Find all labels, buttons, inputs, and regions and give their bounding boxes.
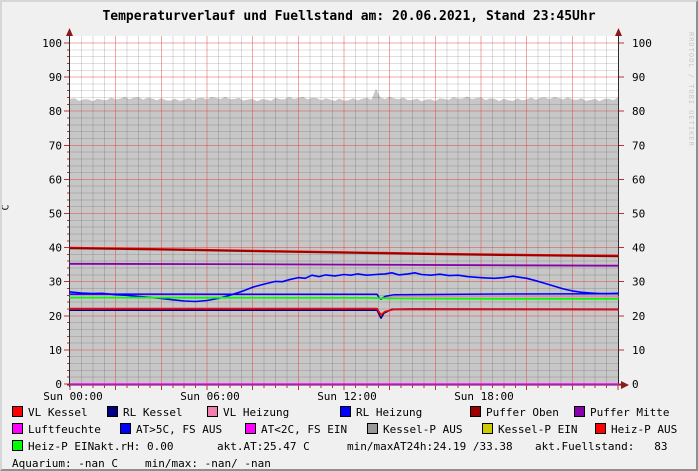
y-axis-label-left: 70: [49, 139, 62, 152]
series-at-5c-fs-aus: [69, 271, 619, 303]
axis-labels: 0 0 10 10 20 20 30 30 40 40 50 50 60 60 70 70 80 80 90 90 10…: [42, 37, 652, 403]
y-axis-label-left: 20: [49, 310, 62, 323]
y-axis-label-left: 100: [42, 37, 62, 50]
grid-layer: [70, 36, 618, 384]
y-axis-label-left: 60: [49, 173, 62, 186]
series-puffer-oben: [69, 247, 619, 258]
axis-arrows: [66, 28, 629, 389]
y-axis-label-left: 50: [49, 208, 62, 221]
series-heiz-p-ein: [69, 296, 619, 300]
y-axis-label-right: 10: [632, 344, 645, 357]
y-axis-label-right: 40: [632, 242, 645, 255]
y-axis-label-right: 70: [632, 139, 645, 152]
y-axis-label-left: 40: [49, 242, 62, 255]
y-axis-label-right: 100: [632, 37, 652, 50]
x-axis-label: Sun 12:00: [317, 390, 377, 403]
y-axis-label-right: 90: [632, 71, 645, 84]
y-axis-label-left: 90: [49, 71, 62, 84]
y-axis-label-left: 30: [49, 276, 62, 289]
y-axis-label-left: 10: [49, 344, 62, 357]
series-heiz-p-aus: [69, 307, 619, 316]
chart-title: Temperaturverlauf und Fuellstand am: 20.…: [102, 9, 596, 24]
x-axis-label: Sun 18:00: [454, 390, 514, 403]
y-axis-label-right: 50: [632, 208, 645, 221]
y-axis-label-right: 30: [632, 276, 645, 289]
tick-marks: [64, 42, 624, 390]
y-axis-label-left: 80: [49, 105, 62, 118]
y-axis-label-right: 80: [632, 105, 645, 118]
rrdtool-watermark: RRDTOOL / TOBI OETIKER: [687, 32, 695, 147]
y-axis-label-right: 20: [632, 310, 645, 323]
series-puffer-mitte: [69, 262, 619, 267]
y-axis-label-right: 60: [632, 173, 645, 186]
x-axis-label: Sun 00:00: [43, 390, 103, 403]
y-axis-label-right: 0: [632, 378, 639, 391]
y-axis-label-left: 0: [55, 378, 62, 391]
x-axis-label: Sun 06:00: [180, 390, 240, 403]
